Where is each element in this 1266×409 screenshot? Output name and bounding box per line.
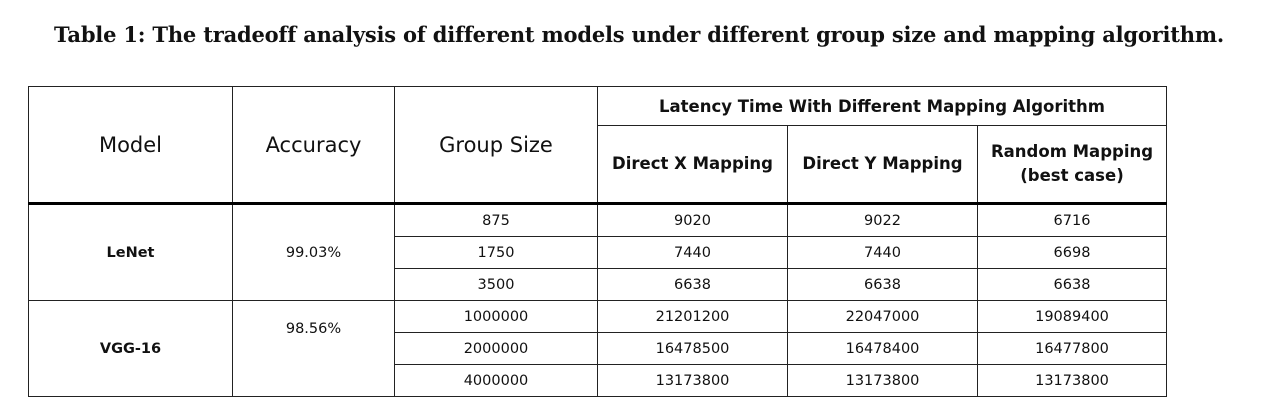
- header-group-size: Group Size: [394, 86, 598, 204]
- group-size-cell: 4000000: [394, 364, 598, 397]
- direct-x-cell: 21201200: [597, 300, 788, 333]
- table-row: 2000000 16478500 16478400 16477800: [29, 332, 1168, 365]
- direct-y-cell: 7440: [787, 236, 978, 269]
- table-row: 3500 6638 6638 6638: [29, 268, 1168, 301]
- header-random: Random Mapping (best case): [976, 125, 1168, 204]
- tradeoff-table: Model Accuracy Group Size Latency Time W…: [28, 86, 1168, 397]
- group-size-cell: 1750: [394, 236, 598, 269]
- group-size-cell: 2000000: [394, 332, 598, 365]
- random-cell: 6716: [976, 202, 1168, 237]
- table-row: LeNet 99.03% 875 9020 9022 6716: [28, 202, 1168, 301]
- direct-x-cell: 9020: [597, 202, 788, 237]
- direct-y-cell: 6638: [787, 268, 978, 301]
- group-size-cell: 3500: [394, 268, 598, 301]
- random-cell: 6698: [976, 236, 1168, 269]
- table-row: VGG-16 98.56% 1000000 21201200 22047000 …: [28, 300, 1168, 397]
- header-accuracy: Accuracy: [232, 86, 395, 204]
- random-cell: 13173800: [976, 364, 1168, 397]
- header-model: Model: [28, 86, 233, 204]
- accuracy-vgg16: 98.56%: [232, 300, 395, 397]
- random-cell: 16477800: [976, 332, 1168, 365]
- header-direct-x: Direct X Mapping: [597, 125, 788, 204]
- direct-y-cell: 22047000: [787, 300, 978, 333]
- group-size-cell: 1000000: [394, 300, 598, 333]
- model-name-vgg16: VGG-16: [28, 300, 233, 397]
- header-latency: Latency Time With Different Mapping Algo…: [596, 86, 1168, 126]
- group-size-cell: 875: [394, 202, 598, 237]
- random-cell: 6638: [976, 268, 1168, 301]
- header-random-line1: Random Mapping: [990, 142, 1154, 161]
- table-caption: Table 1: The tradeoff analysis of differ…: [54, 22, 1225, 47]
- direct-y-cell: 13173800: [787, 364, 978, 397]
- header-direct-y: Direct Y Mapping: [787, 125, 978, 204]
- direct-x-cell: 16478500: [597, 332, 788, 365]
- direct-x-cell: 13173800: [597, 364, 788, 397]
- table-row: 1750 7440 7440 6698: [29, 236, 1168, 269]
- direct-y-cell: 9022: [787, 202, 978, 237]
- random-cell: 19089400: [976, 300, 1168, 333]
- accuracy-vgg16-value: 98.56%: [285, 321, 342, 337]
- direct-y-cell: 16478400: [787, 332, 978, 365]
- model-name-lenet: LeNet: [28, 202, 233, 301]
- direct-x-cell: 7440: [597, 236, 788, 269]
- table-row: 4000000 13173800 13173800 13173800: [29, 364, 1168, 397]
- accuracy-lenet: 99.03%: [232, 202, 395, 301]
- header-random-line2: (best case): [1020, 166, 1124, 185]
- direct-x-cell: 6638: [597, 268, 788, 301]
